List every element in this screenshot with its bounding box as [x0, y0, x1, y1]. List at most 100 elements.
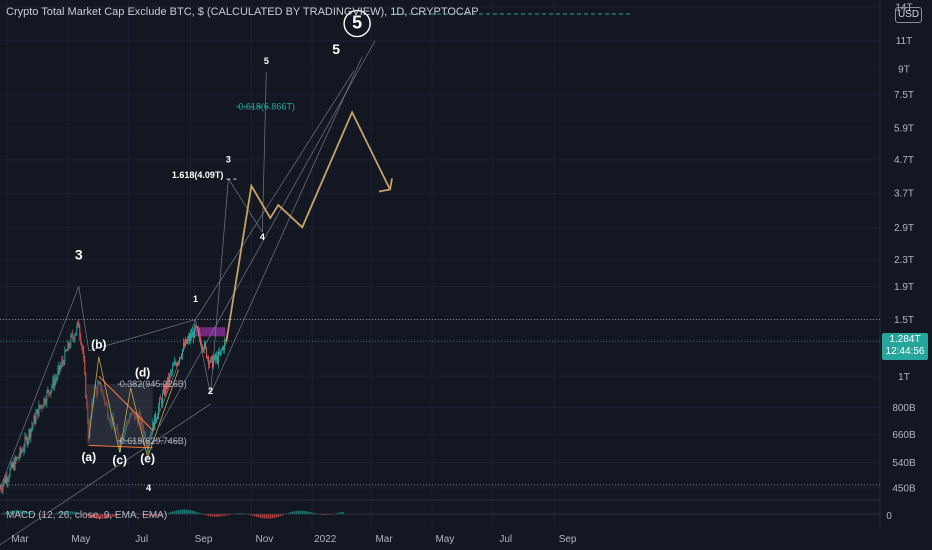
wave-label: 1 [193, 294, 198, 304]
candle-body [62, 360, 64, 362]
macd-bar [222, 514, 224, 517]
macd-bar [264, 514, 266, 519]
candle-body [74, 335, 76, 340]
macd-bar [278, 514, 280, 517]
candle-body [0, 488, 2, 490]
macd-bar [220, 514, 222, 517]
x-tick-label: 2022 [314, 534, 337, 545]
candle-body [220, 349, 222, 351]
candle-body [219, 352, 220, 355]
candle-body [15, 457, 17, 460]
candle-body [66, 350, 68, 352]
macd-bar [256, 514, 258, 517]
candle-body [172, 366, 174, 372]
y-tick-label: 1.5T [894, 315, 914, 326]
candle-body [64, 349, 66, 365]
macd-bar [42, 514, 44, 516]
candle-body [24, 436, 26, 449]
macd-bar [226, 514, 228, 516]
candle-body [21, 450, 23, 453]
candle-body [12, 462, 14, 468]
y-tick-label: 660B [892, 430, 916, 441]
y-tick-label: 2.9T [894, 223, 914, 234]
wave-label: 2 [208, 386, 213, 396]
candle-body [75, 332, 77, 336]
wave-label: 5 [264, 56, 269, 66]
candle-body [45, 402, 47, 404]
candle-body [85, 373, 87, 398]
candle-body [72, 334, 74, 338]
macd-bar [60, 512, 62, 515]
macd-bar [212, 514, 214, 517]
candle-body [165, 384, 167, 395]
macd-bar [86, 514, 88, 516]
y-tick-label: 7.5T [894, 90, 914, 101]
candle-body [162, 392, 164, 404]
macd-bar [208, 514, 210, 517]
macd-bar [6, 511, 8, 515]
macd-bar [204, 514, 206, 516]
channel-line [159, 40, 376, 427]
macd-bar [214, 514, 216, 517]
candle-body [196, 326, 197, 328]
candle-body [155, 414, 157, 421]
wave-label: (d) [135, 365, 150, 379]
last-price-value: 1.284T [889, 334, 921, 345]
projection-arrow [378, 178, 393, 193]
macd-bar [180, 509, 182, 515]
currency-unit-button[interactable]: USD [895, 7, 922, 23]
macd-bar [156, 514, 158, 517]
candle-body [167, 377, 169, 389]
fib-label: 1.618(4.09T) [172, 170, 224, 180]
candle-body [168, 377, 170, 383]
candle-body [56, 377, 58, 379]
macd-bar [300, 510, 302, 515]
candle-body [181, 356, 182, 358]
candle-body [36, 409, 38, 414]
macd-bar [224, 514, 226, 516]
candle-body [29, 430, 31, 437]
candle-body [202, 345, 203, 350]
last-price-tag: 1.284T 12:44:56 [882, 333, 928, 360]
macd-bar [194, 511, 196, 515]
candle-body [193, 331, 194, 339]
macd-tick-label: 0 [886, 511, 892, 522]
candle-body [28, 430, 30, 440]
channel-line [195, 70, 355, 320]
candle-body [70, 335, 72, 347]
candle-body [47, 390, 49, 392]
candle-body [179, 357, 180, 362]
candle-body [84, 359, 86, 374]
macd-bar [38, 514, 40, 515]
candle-body [39, 405, 41, 408]
candle-body [9, 468, 11, 477]
channel-line [88, 319, 196, 352]
macd-bar [118, 514, 120, 516]
macd-bar [248, 514, 250, 515]
x-tick-label: Sep [559, 534, 577, 545]
macd-bar [216, 514, 218, 517]
x-axis: Mar May Jul Sep Nov 2022 Mar May Jul Sep [11, 534, 577, 545]
macd-bar [298, 510, 300, 515]
candle-body [3, 479, 5, 485]
macd-pane [0, 509, 880, 519]
wave-label: 4 [146, 483, 151, 493]
macd-bar [190, 510, 192, 515]
macd-bar [206, 514, 208, 516]
wave-line [147, 319, 196, 444]
macd-bar [176, 510, 178, 515]
candle-body [1, 489, 3, 491]
candle-body [30, 428, 32, 437]
macd-bar [68, 511, 70, 515]
y-tick-label: 540B [892, 458, 916, 469]
candle-body [154, 414, 156, 430]
candle-body [27, 439, 29, 444]
macd-bar [26, 511, 28, 515]
candle-body [207, 356, 208, 358]
candle-body [200, 337, 201, 345]
macd-bar [114, 514, 116, 517]
macd-bar [44, 514, 46, 516]
macd-bar [280, 514, 282, 517]
macd-bar [198, 512, 200, 515]
